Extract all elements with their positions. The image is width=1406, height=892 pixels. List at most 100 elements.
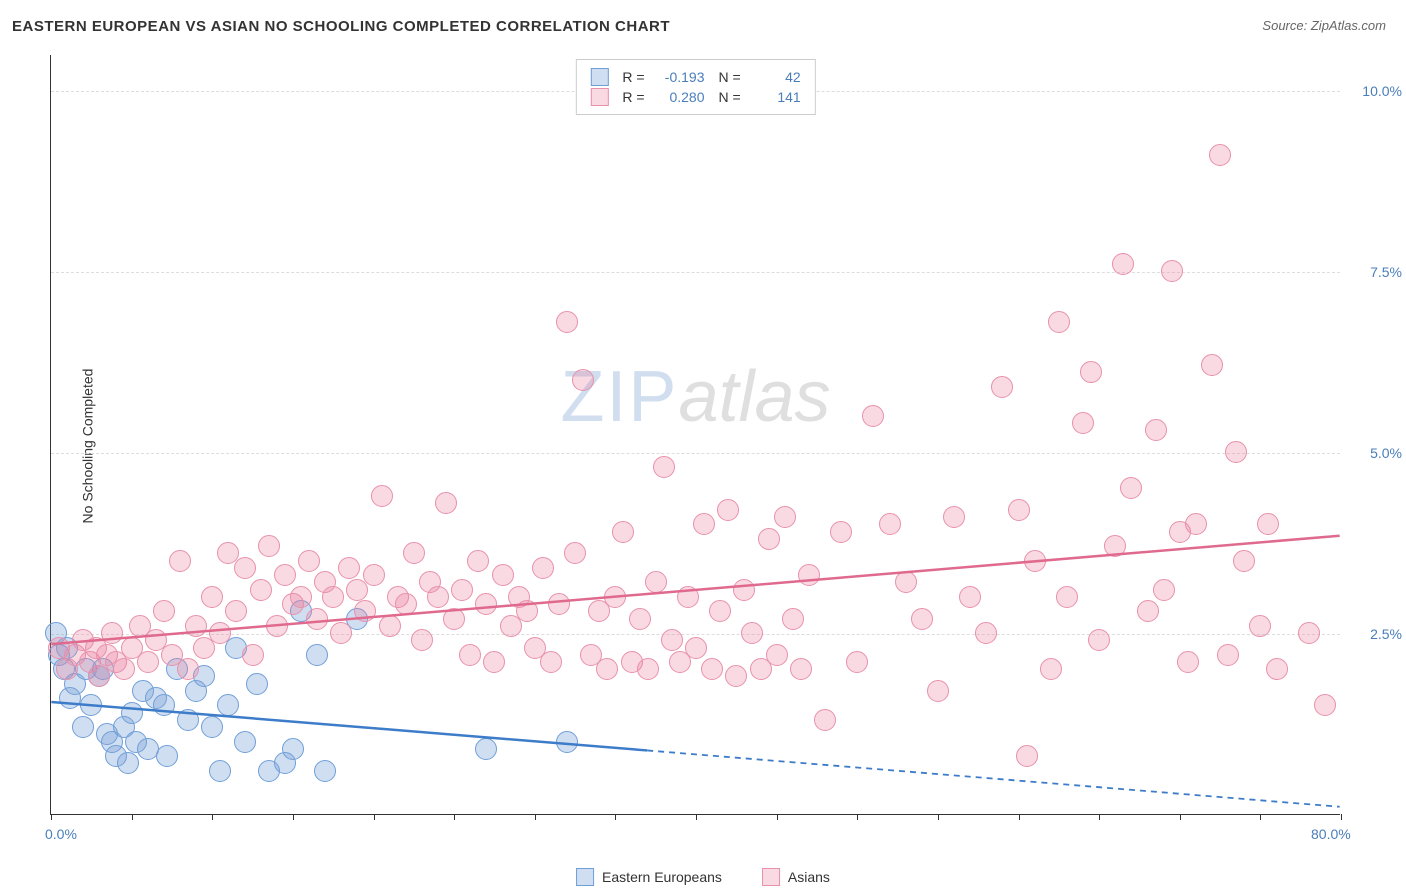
y-tick-label: 10.0%	[1362, 83, 1402, 99]
grid-line	[51, 634, 1340, 635]
scatter-point	[258, 535, 280, 557]
scatter-point	[1185, 513, 1207, 535]
scatter-point	[266, 615, 288, 637]
scatter-point	[959, 586, 981, 608]
scatter-point	[435, 492, 457, 514]
stat-n-value: 141	[751, 89, 801, 105]
scatter-point	[306, 608, 328, 630]
grid-line	[51, 453, 1340, 454]
scatter-point	[371, 485, 393, 507]
scatter-point	[1112, 253, 1134, 275]
scatter-point	[234, 557, 256, 579]
x-tick-mark	[1180, 814, 1181, 820]
scatter-point	[1016, 745, 1038, 767]
watermark-part2: atlas	[678, 357, 830, 437]
scatter-point	[774, 506, 796, 528]
scatter-point	[604, 586, 626, 608]
scatter-point	[798, 564, 820, 586]
scatter-point	[782, 608, 804, 630]
stats-legend: R = -0.193 N = 42 R = 0.280 N = 141	[575, 59, 815, 115]
x-tick-mark	[696, 814, 697, 820]
source-name: ZipAtlas.com	[1311, 18, 1386, 33]
scatter-point	[282, 738, 304, 760]
scatter-point	[1249, 615, 1271, 637]
scatter-point	[991, 376, 1013, 398]
scatter-point	[379, 615, 401, 637]
scatter-point	[1209, 144, 1231, 166]
scatter-point	[1145, 419, 1167, 441]
legend-item: Asians	[762, 868, 830, 886]
scatter-point	[411, 629, 433, 651]
trend-line-extrapolated	[647, 750, 1339, 806]
scatter-point	[246, 673, 268, 695]
scatter-point	[556, 311, 578, 333]
scatter-point	[629, 608, 651, 630]
stat-r-label: R =	[622, 89, 644, 105]
scatter-point	[209, 760, 231, 782]
scatter-point	[1120, 477, 1142, 499]
scatter-point	[113, 658, 135, 680]
stat-n-label: N =	[719, 89, 741, 105]
scatter-point	[653, 456, 675, 478]
scatter-point	[1137, 600, 1159, 622]
scatter-point	[846, 651, 868, 673]
x-tick-mark	[51, 814, 52, 820]
legend-item: Eastern Europeans	[576, 868, 722, 886]
scatter-point	[879, 513, 901, 535]
scatter-point	[717, 499, 739, 521]
scatter-point	[443, 608, 465, 630]
scatter-point	[766, 644, 788, 666]
scatter-point	[540, 651, 562, 673]
scatter-point	[709, 600, 731, 622]
scatter-point	[725, 665, 747, 687]
scatter-point	[862, 405, 884, 427]
stat-n-value: 42	[751, 69, 801, 85]
scatter-point	[250, 579, 272, 601]
scatter-point	[298, 550, 320, 572]
scatter-point	[1072, 412, 1094, 434]
scatter-point	[532, 557, 554, 579]
scatter-point	[137, 651, 159, 673]
x-tick-mark	[454, 814, 455, 820]
source-attribution: Source: ZipAtlas.com	[1262, 18, 1386, 33]
scatter-point	[1266, 658, 1288, 680]
scatter-point	[1257, 513, 1279, 535]
x-tick-mark	[777, 814, 778, 820]
scatter-point	[637, 658, 659, 680]
plot-area: ZIPatlas R = -0.193 N = 42 R = 0.280 N =…	[50, 55, 1340, 815]
scatter-point	[1088, 629, 1110, 651]
x-tick-label: 0.0%	[45, 826, 77, 842]
scatter-point	[153, 600, 175, 622]
scatter-point	[733, 579, 755, 601]
scatter-point	[177, 709, 199, 731]
scatter-point	[685, 637, 707, 659]
series-legend: Eastern Europeans Asians	[576, 868, 830, 886]
scatter-point	[741, 622, 763, 644]
scatter-point	[1024, 550, 1046, 572]
x-tick-mark	[212, 814, 213, 820]
scatter-point	[927, 680, 949, 702]
scatter-point	[943, 506, 965, 528]
x-tick-mark	[1099, 814, 1100, 820]
stats-legend-row: R = -0.193 N = 42	[590, 68, 800, 86]
scatter-point	[1040, 658, 1062, 680]
scatter-point	[467, 550, 489, 572]
scatter-point	[677, 586, 699, 608]
scatter-point	[1177, 651, 1199, 673]
scatter-point	[564, 542, 586, 564]
scatter-point	[338, 557, 360, 579]
x-tick-mark	[1019, 814, 1020, 820]
scatter-point	[185, 615, 207, 637]
scatter-point	[201, 586, 223, 608]
legend-item-label: Asians	[788, 869, 830, 885]
source-label: Source:	[1262, 18, 1307, 33]
scatter-point	[225, 600, 247, 622]
scatter-point	[363, 564, 385, 586]
scatter-point	[117, 752, 139, 774]
scatter-point	[354, 600, 376, 622]
scatter-point	[1161, 260, 1183, 282]
x-tick-mark	[132, 814, 133, 820]
x-tick-mark	[293, 814, 294, 820]
stat-r-value: 0.280	[655, 89, 705, 105]
scatter-point	[274, 564, 296, 586]
